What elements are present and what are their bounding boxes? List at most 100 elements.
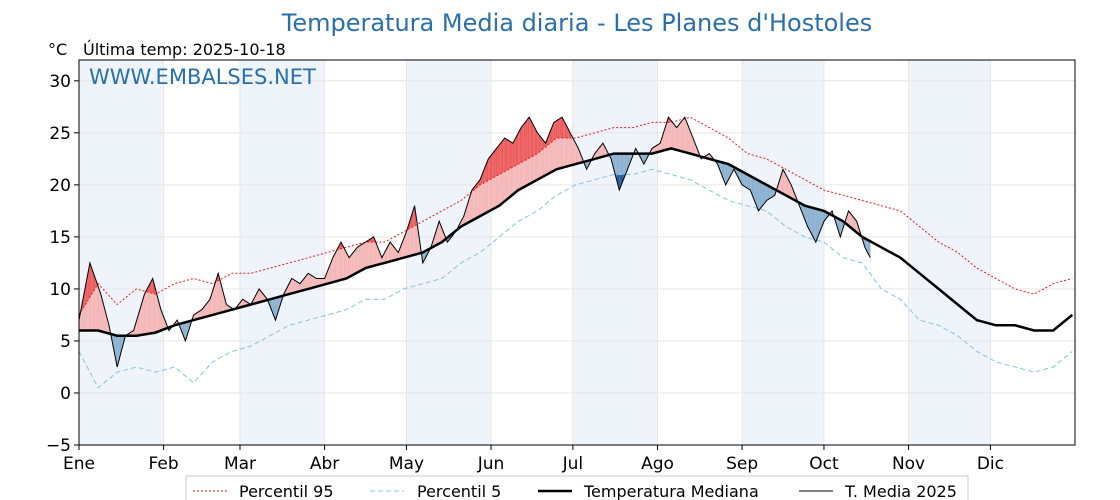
extreme-above-fill <box>486 158 489 182</box>
extreme-above-fill <box>533 125 535 156</box>
extreme-above-fill <box>504 138 507 172</box>
anomaly-below-fill <box>867 239 869 256</box>
anomaly-below-fill <box>725 163 728 185</box>
anomaly-above-fill <box>680 120 683 152</box>
anomaly-below-fill <box>810 207 812 235</box>
extreme-above-fill <box>485 162 487 182</box>
extreme-above-fill <box>516 132 519 165</box>
extreme-above-fill <box>514 138 516 167</box>
anomaly-above-fill <box>395 249 397 260</box>
anomaly-above-fill <box>575 143 577 165</box>
extreme-above-fill <box>566 125 568 139</box>
anomaly-below-fill <box>819 209 822 232</box>
anomaly-below-fill <box>815 208 818 243</box>
anomaly-above-fill <box>346 252 348 279</box>
anomaly-above-fill <box>574 140 576 165</box>
anomaly-above-fill <box>98 286 100 331</box>
anomaly-below-fill <box>742 171 744 186</box>
anomaly-above-fill <box>197 311 200 320</box>
extreme-above-fill <box>563 119 565 139</box>
anomaly-above-fill <box>159 304 161 332</box>
extreme-above-fill <box>496 146 498 176</box>
extreme-above-fill <box>493 150 496 178</box>
anomaly-above-fill <box>343 247 346 280</box>
anomaly-below-fill <box>739 170 741 183</box>
anomaly-above-fill <box>544 141 546 176</box>
anomaly-below-fill <box>721 162 723 178</box>
anomaly-below-fill <box>121 335 123 352</box>
extreme-above-fill <box>537 132 539 154</box>
anomaly-above-fill <box>405 231 407 258</box>
anomaly-below-fill <box>823 210 826 222</box>
anomaly-above-fill <box>546 136 549 175</box>
anomaly-above-fill <box>851 214 853 230</box>
extreme-above-fill <box>527 117 530 159</box>
anomaly-below-fill <box>740 170 743 185</box>
anomaly-below-fill <box>115 335 118 367</box>
anomaly-below-fill <box>728 164 730 180</box>
anomaly-above-fill <box>293 279 295 294</box>
anomaly-above-fill <box>260 290 262 302</box>
unit-label: °C <box>48 40 67 59</box>
anomaly-above-fill <box>439 221 441 244</box>
anomaly-above-fill <box>290 278 292 294</box>
extreme-above-fill <box>536 130 538 155</box>
extreme-above-fill <box>555 120 557 140</box>
anomaly-above-fill <box>787 177 789 197</box>
anomaly-above-fill <box>154 283 156 333</box>
legend-label: Percentil 5 <box>417 482 501 500</box>
y-tick-label: 30 <box>49 72 71 92</box>
extreme-above-fill <box>568 130 571 139</box>
extreme-above-fill <box>88 262 90 300</box>
x-tick-label: Jul <box>562 454 584 474</box>
extreme-above-fill <box>501 139 504 173</box>
anomaly-above-fill <box>219 278 221 314</box>
anomaly-above-fill <box>360 244 362 272</box>
anomaly-above-fill <box>668 117 670 150</box>
anomaly-above-fill <box>308 273 310 289</box>
extreme-above-fill <box>515 135 517 166</box>
anomaly-above-fill <box>781 169 784 194</box>
anomaly-above-fill <box>96 282 99 331</box>
anomaly-above-fill <box>473 186 475 220</box>
anomaly-above-fill <box>372 236 374 267</box>
legend-label: T. Media 2025 <box>844 482 957 500</box>
anomaly-above-fill <box>480 176 482 217</box>
anomaly-below-fill <box>724 162 726 185</box>
anomaly-above-fill <box>141 298 144 335</box>
anomaly-above-fill <box>324 275 326 285</box>
watermark: WWW.EMBALSES.NET <box>89 65 316 89</box>
extreme-above-fill <box>531 122 534 157</box>
extreme-above-fill <box>538 134 541 153</box>
percentile-95-line <box>78 116 1073 316</box>
anomaly-below-fill <box>748 175 751 191</box>
anomaly-below-fill <box>612 153 614 170</box>
extreme-above-fill <box>546 136 549 146</box>
anomaly-below-fill <box>866 239 868 253</box>
anomaly-above-fill <box>469 194 471 223</box>
extreme-above-fill <box>413 205 415 227</box>
anomaly-above-fill <box>339 242 341 281</box>
anomaly-below-fill <box>868 240 871 258</box>
extreme-above-fill <box>89 262 92 298</box>
anomaly-below-fill <box>750 175 752 194</box>
anomaly-above-fill <box>147 286 149 334</box>
anomaly-above-fill <box>205 302 208 317</box>
anomaly-above-fill <box>596 150 598 159</box>
anomaly-below-fill <box>813 207 815 240</box>
anomaly-above-fill <box>433 234 436 247</box>
anomaly-above-fill <box>474 184 477 220</box>
anomaly-below-fill <box>765 184 767 203</box>
anomaly-above-fill <box>660 138 662 152</box>
anomaly-below-fill <box>806 206 808 227</box>
anomaly-below-fill <box>279 296 281 308</box>
anomaly-above-fill <box>600 144 602 158</box>
extreme-above-fill <box>526 118 528 160</box>
anomaly-above-fill <box>347 255 350 278</box>
anomaly-above-fill <box>301 280 303 291</box>
anomaly-above-fill <box>331 257 333 283</box>
chart-title: Temperatura Media diaria - Les Planes d'… <box>281 9 873 37</box>
anomaly-above-fill <box>658 143 661 152</box>
anomaly-above-fill <box>107 320 110 334</box>
x-tick-label: Jun <box>477 454 505 474</box>
